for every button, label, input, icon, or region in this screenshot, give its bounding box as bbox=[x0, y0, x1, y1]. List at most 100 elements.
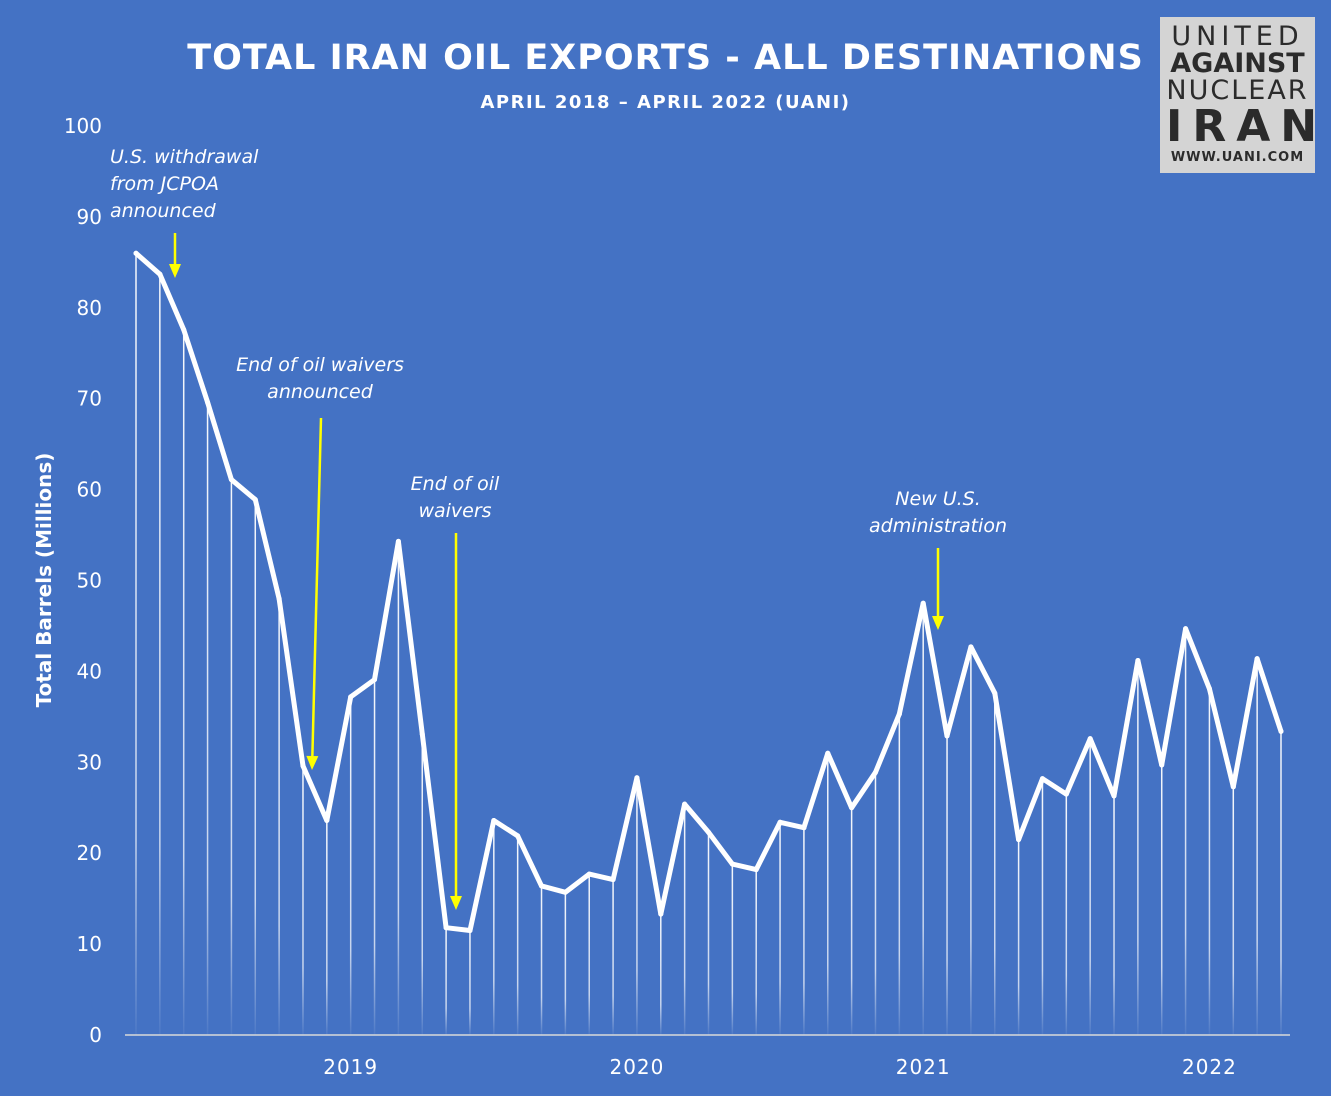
y-axis-label: Total Barrels (Millions) bbox=[32, 453, 56, 708]
annotation-new-administration: New U.S. administration bbox=[848, 486, 1028, 540]
drop-line bbox=[397, 541, 400, 1035]
drop-line bbox=[182, 329, 185, 1036]
drop-line bbox=[159, 274, 161, 1035]
data-points bbox=[133, 250, 1284, 933]
drop-line bbox=[540, 885, 543, 1035]
drop-line bbox=[922, 603, 924, 1035]
drop-line bbox=[707, 832, 710, 1035]
data-point bbox=[992, 690, 998, 696]
data-point bbox=[491, 817, 497, 823]
chart-subtitle: APRIL 2018 – APRIL 2022 (UANI) bbox=[480, 92, 851, 113]
data-point bbox=[181, 327, 187, 333]
y-tick-label: 70 bbox=[77, 387, 102, 411]
data-point bbox=[682, 801, 688, 807]
annotation-line: announced bbox=[110, 200, 216, 222]
data-point bbox=[777, 819, 783, 825]
drop-line bbox=[230, 479, 233, 1035]
drop-line bbox=[588, 874, 590, 1035]
data-point bbox=[1254, 656, 1260, 662]
data-point bbox=[1087, 736, 1093, 742]
drop-line bbox=[469, 930, 471, 1035]
logo-url: WWW.UANI.COM bbox=[1170, 150, 1305, 165]
drop-line bbox=[326, 820, 328, 1035]
data-point bbox=[920, 600, 926, 606]
drop-line bbox=[1041, 778, 1044, 1035]
drop-line bbox=[564, 892, 567, 1035]
y-tick-label: 30 bbox=[77, 750, 102, 774]
drop-line bbox=[1208, 688, 1211, 1035]
annotation-jcpoa-withdrawal: U.S. withdrawal from JCPOA announced bbox=[110, 144, 310, 225]
data-point bbox=[133, 250, 139, 256]
drop-line bbox=[850, 807, 853, 1035]
drop-line bbox=[1232, 786, 1235, 1035]
data-point bbox=[1159, 762, 1165, 768]
drop-line bbox=[946, 735, 948, 1035]
data-point bbox=[729, 861, 735, 867]
drop-line bbox=[1160, 765, 1163, 1035]
annotation-line: waivers bbox=[418, 500, 492, 522]
logo-line-nuclear: NUCLEAR bbox=[1166, 75, 1309, 106]
y-tick-label: 10 bbox=[77, 932, 102, 956]
annotation-line: administration bbox=[868, 515, 1007, 537]
uani-logo: UNITED AGAINST NUCLEAR IRAN WWW.UANI.COM bbox=[1160, 17, 1328, 173]
data-point bbox=[825, 750, 831, 756]
drop-line bbox=[874, 772, 877, 1035]
y-tick-label: 40 bbox=[77, 659, 102, 683]
y-tick-label: 60 bbox=[77, 478, 102, 502]
drop-line bbox=[660, 914, 662, 1035]
data-point bbox=[252, 497, 258, 503]
drop-line bbox=[755, 869, 757, 1035]
annotation-arrow-shaft bbox=[311, 417, 323, 757]
drop-line bbox=[731, 864, 734, 1035]
drop-line bbox=[803, 827, 805, 1035]
data-point bbox=[276, 596, 282, 602]
x-tick-label: 2020 bbox=[609, 1055, 664, 1079]
data-point bbox=[586, 871, 592, 877]
data-point bbox=[801, 825, 807, 831]
data-point bbox=[348, 694, 354, 700]
x-tick-label: 2022 bbox=[1182, 1055, 1237, 1079]
data-point bbox=[467, 927, 473, 933]
drop-line bbox=[206, 402, 209, 1035]
drop-line bbox=[516, 835, 519, 1035]
drop-line bbox=[302, 765, 304, 1035]
annotation-line: U.S. withdrawal bbox=[110, 146, 259, 168]
drop-line bbox=[970, 646, 972, 1035]
drop-line bbox=[1017, 839, 1020, 1035]
data-point bbox=[658, 911, 664, 917]
y-tick-label: 100 bbox=[64, 114, 102, 138]
data-point bbox=[944, 733, 950, 739]
y-tick-label: 50 bbox=[77, 569, 102, 593]
drop-line bbox=[445, 927, 447, 1035]
drop-line bbox=[1184, 628, 1187, 1035]
drop-line bbox=[135, 253, 137, 1035]
drop-line bbox=[349, 696, 352, 1035]
y-tick-label: 20 bbox=[77, 841, 102, 865]
data-point bbox=[634, 775, 640, 781]
data-point bbox=[1039, 776, 1045, 782]
y-tick-label: 0 bbox=[89, 1023, 102, 1047]
drop-lines bbox=[135, 253, 1282, 1036]
chart-title: TOTAL IRAN OIL EXPORTS - ALL DESTINATION… bbox=[187, 38, 1144, 78]
data-point bbox=[419, 731, 425, 737]
data-point bbox=[443, 925, 449, 931]
data-point bbox=[205, 399, 211, 405]
y-tick-label: 80 bbox=[77, 296, 102, 320]
annotation-arrow-head bbox=[932, 616, 944, 630]
data-point bbox=[1016, 837, 1022, 843]
drop-line bbox=[994, 693, 996, 1035]
data-point bbox=[610, 877, 616, 883]
data-point bbox=[1206, 686, 1212, 692]
axes: 0 10 20 30 40 50 60 70 80 90 100 2019 2020 2021 2022 bbox=[64, 114, 1290, 1079]
logo-line-iran: IRAN bbox=[1166, 101, 1328, 152]
logo-line-united: UNITED bbox=[1171, 21, 1304, 52]
drop-line bbox=[493, 820, 495, 1035]
data-point bbox=[1111, 793, 1117, 799]
drop-line bbox=[1113, 795, 1115, 1035]
data-point bbox=[1278, 728, 1284, 734]
drop-line bbox=[1065, 794, 1068, 1035]
annotation-line: from JCPOA bbox=[110, 173, 219, 195]
annotation-line: End of oil bbox=[410, 473, 500, 495]
annotation-line: End of oil waivers bbox=[236, 354, 404, 376]
